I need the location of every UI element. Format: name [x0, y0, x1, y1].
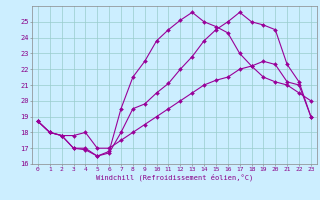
- X-axis label: Windchill (Refroidissement éolien,°C): Windchill (Refroidissement éolien,°C): [96, 174, 253, 181]
